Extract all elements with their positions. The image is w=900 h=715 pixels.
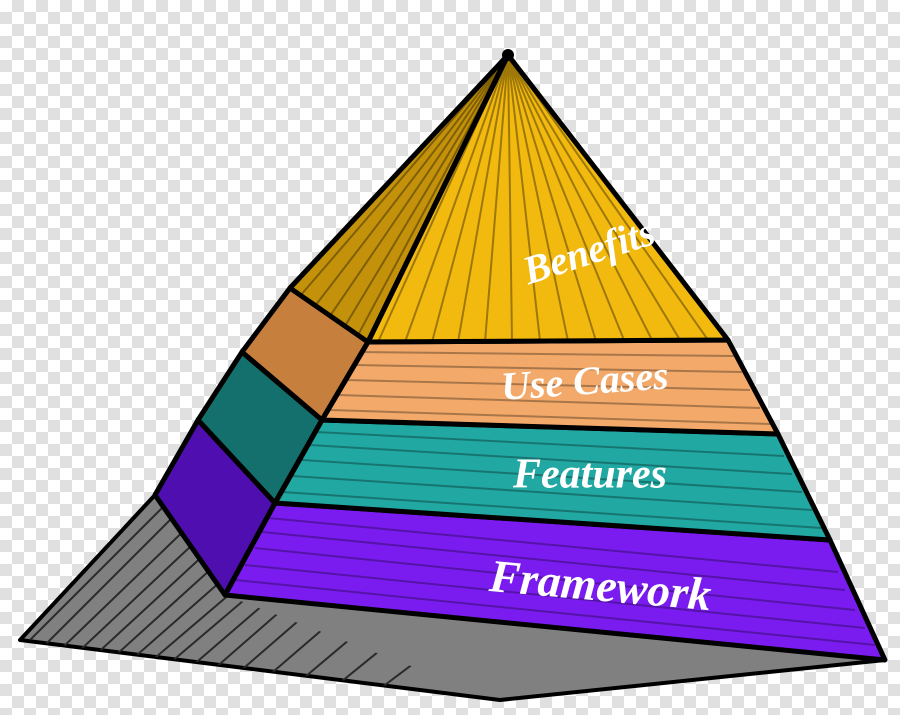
pyramid-diagram: Benefits Use Cases Features Framework (0, 0, 900, 715)
apex-dot-icon (502, 49, 514, 61)
label-features: Features (512, 452, 667, 498)
pyramid-svg: Benefits Use Cases Features Framework (0, 0, 900, 715)
